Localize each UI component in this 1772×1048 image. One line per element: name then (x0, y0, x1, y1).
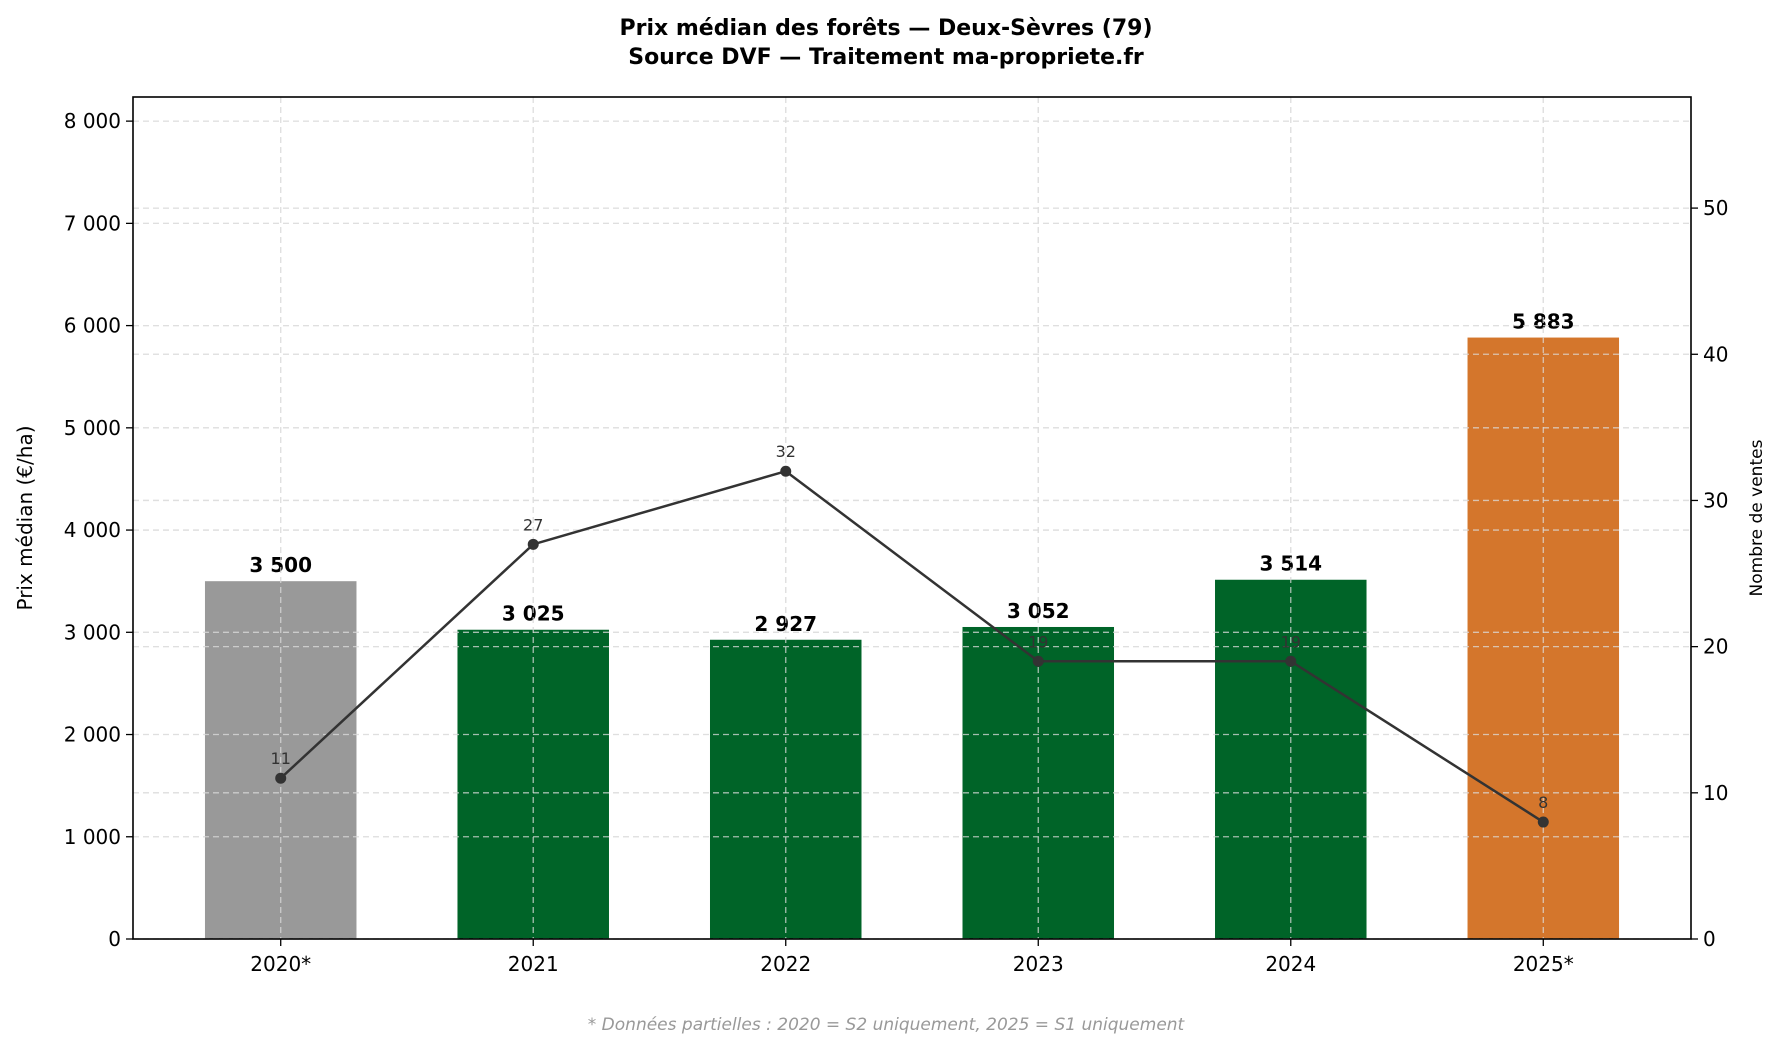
grid-overlay (133, 97, 1691, 940)
plot-frame (132, 96, 1692, 940)
y2-tick-label: 40 (1703, 342, 1728, 366)
x-tick-label: 2020* (250, 952, 311, 976)
line-point (780, 465, 792, 477)
line-point (1285, 655, 1297, 667)
chart-subtitle: Source DVF — Traitement ma-propriete.fr (628, 45, 1144, 70)
line-label: 8 (1538, 793, 1548, 812)
bar-label: 3 500 (249, 553, 312, 577)
y2-tick-label: 50 (1703, 196, 1728, 220)
line-path (279, 469, 1544, 824)
y-tick-label: 3 000 (64, 620, 121, 644)
line-point (1537, 816, 1549, 828)
x-tick-label: 2023 (1013, 952, 1064, 976)
chart-title: Prix médian des forêts — Deux-Sèvres (79… (620, 16, 1153, 41)
y-tick-label: 6 000 (64, 314, 121, 338)
x-tick-label: 2021 (508, 952, 559, 976)
x-tick-label: 2024 (1265, 952, 1316, 976)
y-tick-label: 0 (108, 927, 121, 951)
line-point (1032, 655, 1044, 667)
y-tick-label: 5 000 (64, 416, 121, 440)
y2-tick-label: 30 (1703, 488, 1728, 512)
line-label: 11 (271, 749, 291, 768)
y2-tick-label: 0 (1703, 927, 1716, 951)
y-tick-label: 7 000 (64, 211, 121, 235)
line-label: 19 (1028, 632, 1048, 651)
y-axis-label: Prix médian (€/ha) (13, 425, 37, 610)
y-tick-label: 4 000 (64, 518, 121, 542)
x-tick-label: 2022 (760, 952, 811, 976)
y2-axis-label: Nombre de ventes (1747, 439, 1767, 596)
footnote: * Données partielles : 2020 = S2 uniquem… (588, 1015, 1186, 1035)
line-point (275, 772, 287, 784)
x-tick-label: 2025* (1513, 952, 1574, 976)
y2-tick-label: 20 (1703, 635, 1728, 659)
line-point (527, 538, 539, 550)
y2-tick-label: 10 (1703, 781, 1728, 805)
line-series: 11 27 32 19 19 8 (271, 442, 1549, 828)
line-label: 19 (1281, 632, 1301, 651)
y-tick-label: 1 000 (64, 825, 121, 849)
axes: 0 1 000 2 000 3 000 4 000 5 000 6 000 7 000 8 00… (64, 96, 1728, 976)
y-tick-label: 2 000 (64, 723, 121, 747)
line-label: 27 (523, 515, 543, 534)
y-tick-label: 8 000 (64, 109, 121, 133)
line-label: 32 (776, 442, 796, 461)
